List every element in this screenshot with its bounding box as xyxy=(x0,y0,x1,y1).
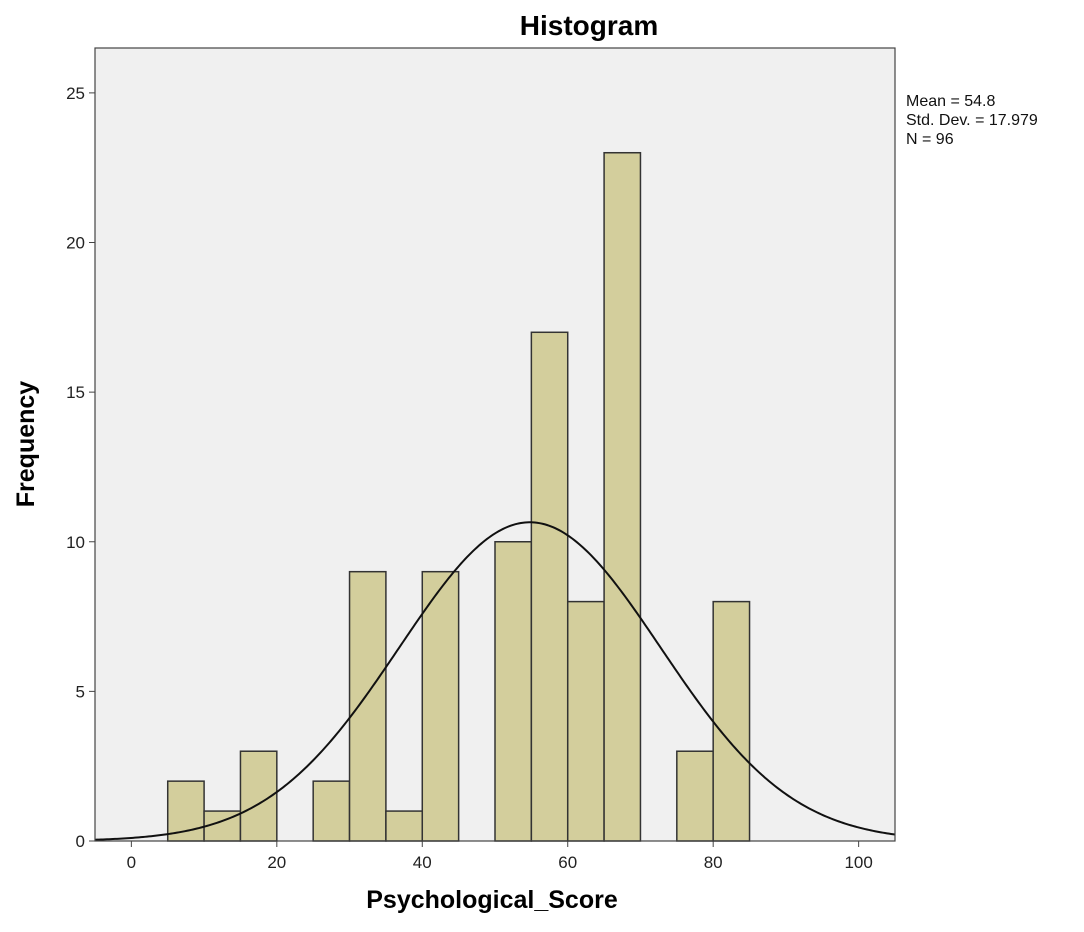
histogram-bars xyxy=(166,151,751,842)
y-tick-label: 25 xyxy=(66,84,85,103)
x-axis-label: Psychological_Score xyxy=(366,886,618,914)
y-tick-label: 5 xyxy=(76,682,85,701)
histogram-bar xyxy=(166,780,205,842)
stats-std-dev: Std. Dev. = 17.979 xyxy=(906,112,1038,129)
histogram-bar xyxy=(421,570,460,842)
chart-title: Histogram xyxy=(520,10,658,41)
y-axis: 0 5 10 15 20 25 xyxy=(66,84,95,851)
normal-curve xyxy=(94,521,896,841)
histogram-bar xyxy=(348,570,387,842)
x-tick-label: 0 xyxy=(127,853,136,872)
y-tick-label: 0 xyxy=(76,832,85,851)
x-tick-label: 40 xyxy=(413,853,432,872)
y-tick-label: 20 xyxy=(66,234,85,253)
statistics-legend: Mean = 54.8 Std. Dev. = 17.979 N = 96 xyxy=(906,93,1038,148)
x-tick-label: 20 xyxy=(267,853,286,872)
x-tick-label: 100 xyxy=(844,853,872,872)
y-tick-label: 15 xyxy=(66,383,85,402)
histogram-bar xyxy=(566,600,605,842)
histogram-bar xyxy=(603,151,642,842)
histogram-bar xyxy=(712,600,751,842)
histogram-bar xyxy=(312,780,351,842)
y-axis-label: Frequency xyxy=(12,381,40,508)
x-axis: 0 20 40 60 80 100 xyxy=(127,841,873,872)
plot-frame xyxy=(94,47,896,842)
histogram-bar xyxy=(530,331,569,842)
stats-n: N = 96 xyxy=(906,131,954,148)
histogram-bar xyxy=(676,750,714,842)
y-tick-label: 10 xyxy=(66,533,85,552)
stats-mean: Mean = 54.8 xyxy=(906,93,996,110)
histogram-bar xyxy=(385,810,424,842)
x-tick-label: 80 xyxy=(704,853,723,872)
x-tick-label: 60 xyxy=(558,853,577,872)
histogram-bar xyxy=(494,541,533,842)
